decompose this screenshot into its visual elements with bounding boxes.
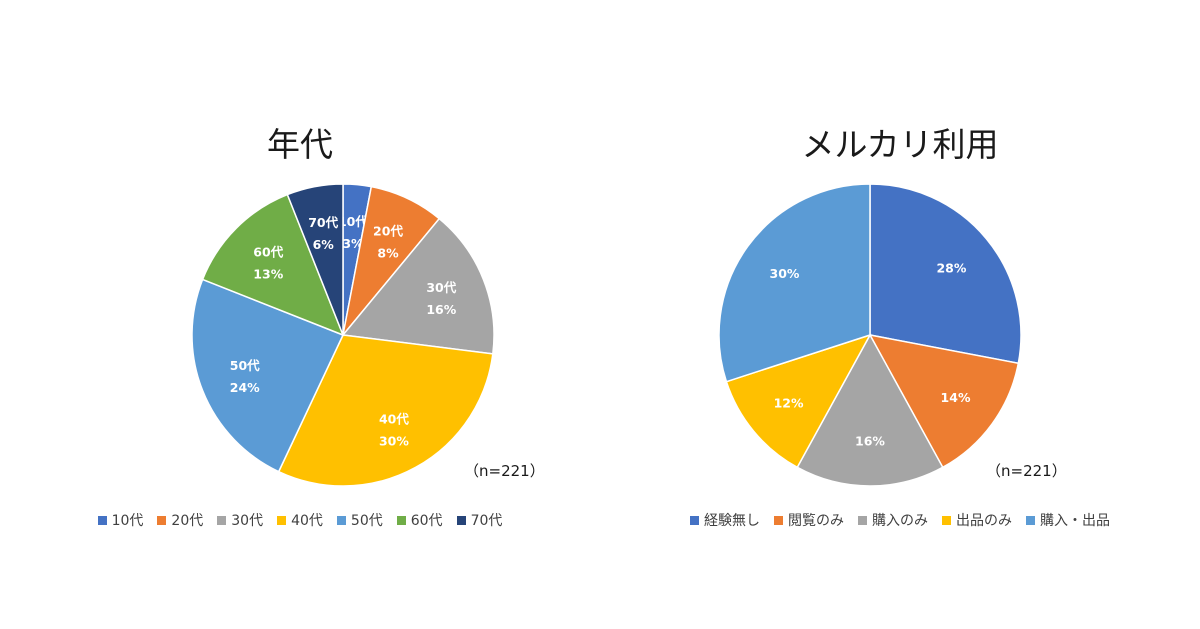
slice-value-label: 16% (855, 434, 885, 449)
legend-label: 購入・出品 (1040, 513, 1110, 529)
slice-category-label: 10代 (338, 214, 368, 229)
legend-swatch (157, 515, 167, 525)
slice-category-label: 60代 (253, 244, 283, 259)
slice-category-label: 40代 (379, 412, 409, 427)
legend-label: 60代 (410, 513, 443, 529)
legend-label: 出品のみ (956, 513, 1012, 529)
legend-swatch (277, 515, 287, 525)
legend-swatch (774, 515, 783, 525)
legend-item: 40代 (277, 510, 323, 530)
legend-item: 60代 (396, 510, 443, 530)
slice-value-label: 24% (230, 380, 260, 395)
legend: 10代 20代 30代 40代 50代 60代 70代 (0, 510, 600, 530)
mercari-usage-chart: メルカリ利用 28% 14% 16% 12% 30% （n=221） 経験無し 閲覧のみ 購… (600, 0, 1200, 629)
legend-swatch (690, 515, 699, 525)
chart-title: 年代 (267, 125, 333, 164)
pie-slice (277, 334, 494, 487)
legend-item: 閲覧のみ (774, 510, 844, 530)
legend-swatch (396, 515, 406, 525)
legend-swatch (217, 515, 227, 525)
legend-item: 購入・出品 (1026, 510, 1110, 530)
slice-value-label: 12% (774, 395, 804, 410)
legend-swatch (456, 515, 466, 525)
legend-item: 10代 (97, 510, 144, 530)
pie-slice (869, 183, 1022, 365)
legend-swatch (942, 515, 951, 525)
slice-value-label: 16% (426, 302, 456, 317)
legend-item: 経験無し (690, 510, 760, 530)
legend-swatch (97, 515, 107, 525)
legend-label: 10代 (111, 513, 144, 529)
slice-category-label: 50代 (230, 358, 260, 373)
legend-label: 閲覧のみ (788, 513, 844, 529)
legend-swatch (858, 515, 867, 525)
legend-swatch (1026, 515, 1035, 525)
legend-label: 20代 (171, 513, 204, 529)
slice-value-label: 30% (379, 434, 409, 449)
pie-slice (201, 193, 345, 337)
legend-item: 購入のみ (858, 510, 928, 530)
legend-item: 70代 (456, 510, 503, 530)
legend-label: 40代 (291, 513, 323, 529)
age-pie: 10代 3% 20代 8% 30代 16% 40代 30% 50代 24% 60代 13% 70代 6% (191, 183, 495, 487)
legend-item: 出品のみ (942, 510, 1012, 530)
slice-value-label: 14% (941, 390, 971, 405)
legend-label: 30代 (231, 513, 264, 529)
slice-category-label: 70代 (308, 215, 338, 230)
pie-slice (796, 333, 944, 487)
pie-slice (191, 278, 345, 473)
slice-category-label: 30代 (426, 280, 456, 295)
slice-value-label: 8% (377, 245, 399, 260)
legend-item: 20代 (157, 510, 203, 530)
pie-slice (718, 183, 871, 383)
pie-slice (286, 183, 344, 336)
legend-item: 50代 (336, 510, 383, 530)
legend-label: 購入のみ (872, 513, 928, 529)
pie-slice (341, 217, 495, 355)
sample-size-note: （n=221） (464, 462, 545, 480)
pie-slice (725, 333, 872, 469)
slice-value-label: 3% (342, 236, 364, 251)
slice-category-label: 20代 (373, 223, 403, 238)
age-chart: 年代 10代 3% 20代 8% 30代 16% 40代 30% 50代 24% 60代 13% 70代… (0, 125, 600, 530)
legend-label: 経験無し (704, 513, 760, 529)
legend-label: 70代 (470, 513, 503, 529)
slice-value-label: 6% (313, 237, 335, 252)
legend-item: 30代 (217, 510, 263, 530)
legend-label: 50代 (350, 513, 383, 529)
chart-title: メルカリ利用 (801, 125, 999, 164)
slice-value-label: 30% (770, 266, 800, 281)
mercari-usage-pie: 28% 14% 16% 12% 30% (718, 183, 1022, 487)
pie-slice (868, 333, 1020, 469)
slice-value-label: 28% (936, 261, 966, 276)
legend: 経験無し 閲覧のみ 購入のみ 出品のみ 購入・出品 (600, 510, 1200, 530)
sample-size-note: （n=221） (986, 462, 1067, 480)
legend-swatch (336, 515, 346, 525)
slice-value-label: 13% (253, 266, 283, 281)
